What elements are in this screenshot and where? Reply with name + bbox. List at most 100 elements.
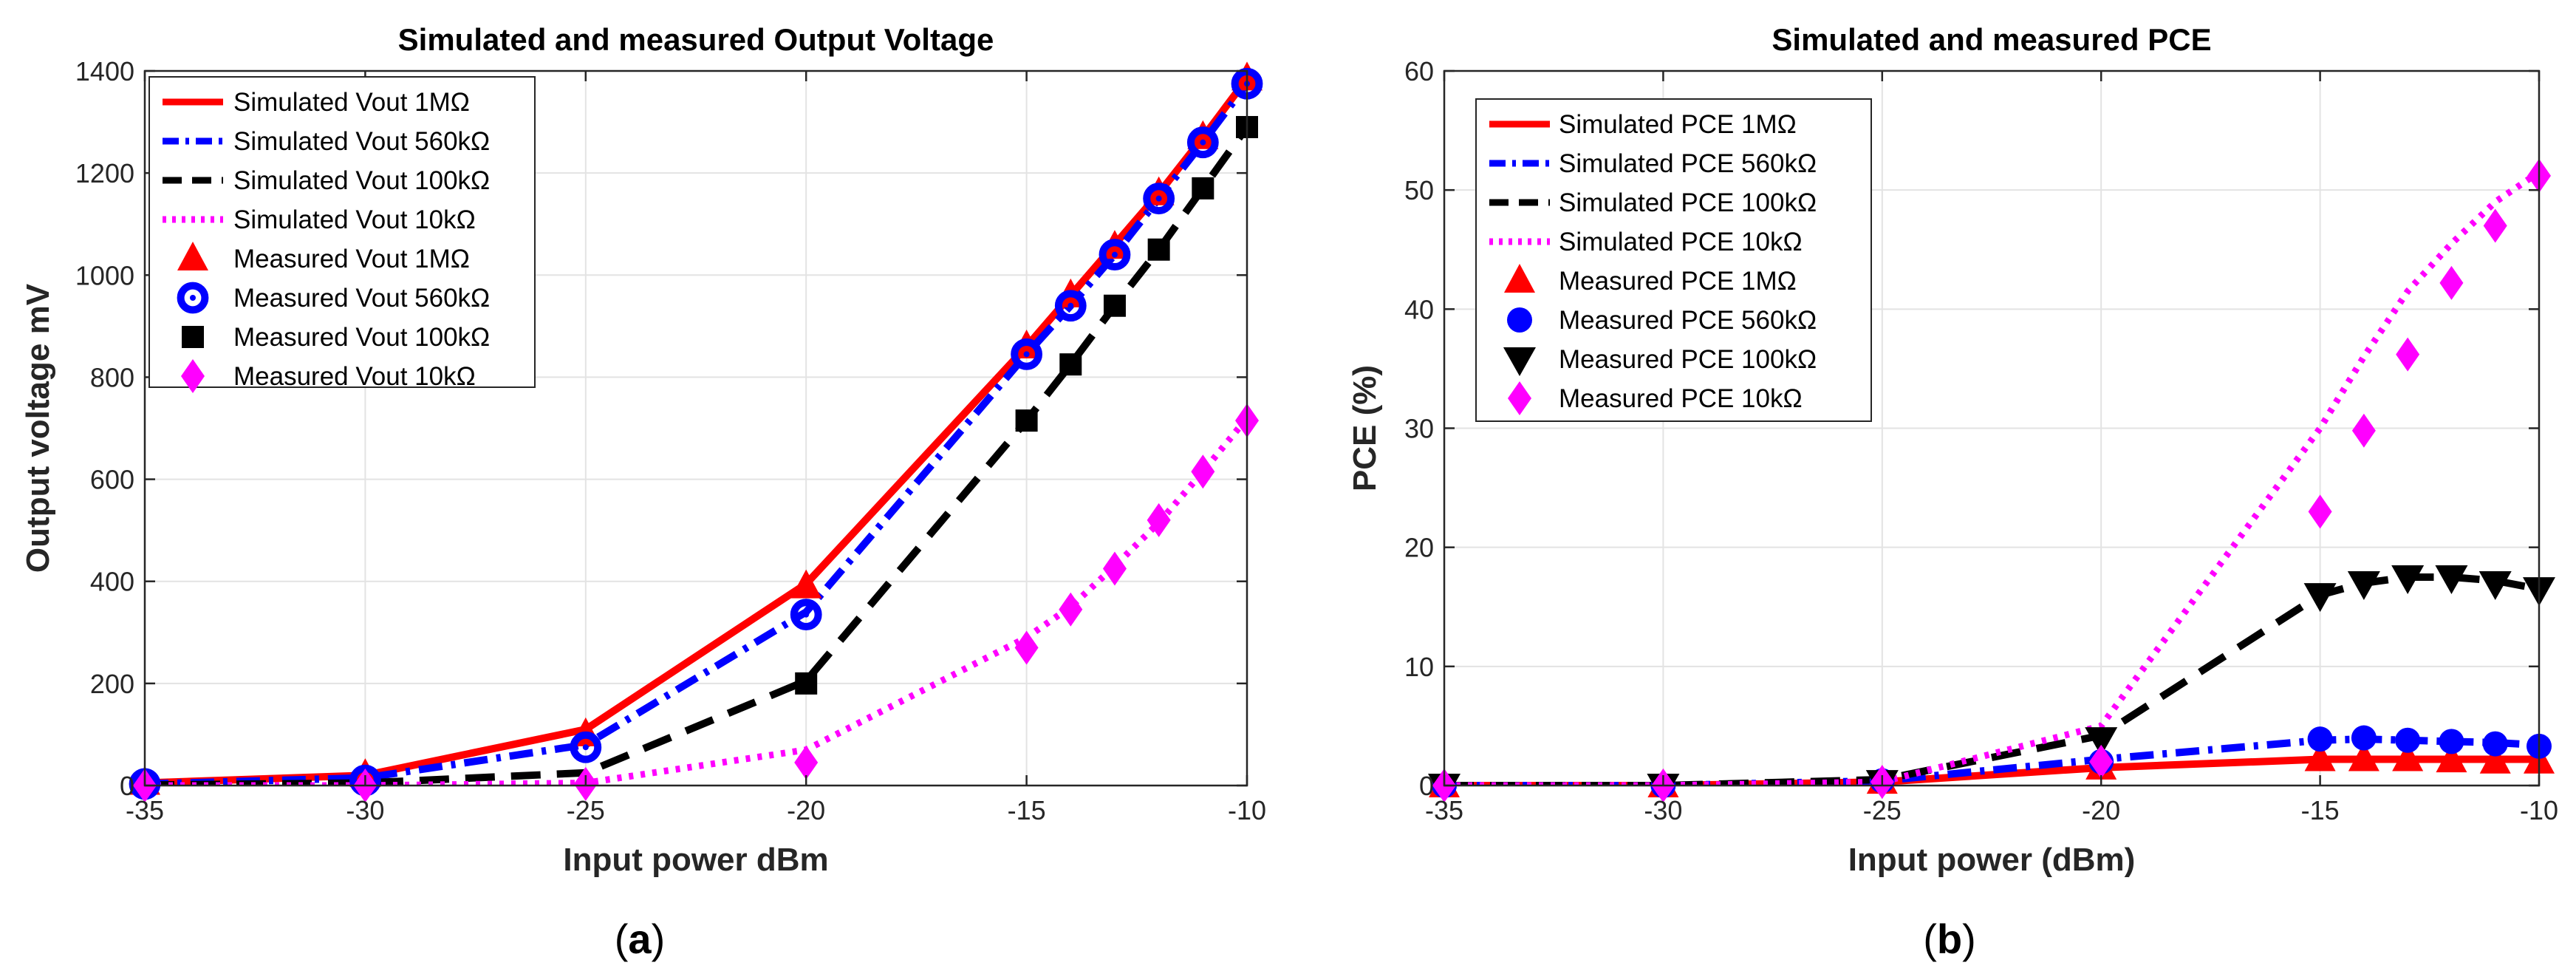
chart-b-legend-label-2: Simulated PCE 100kΩ — [1559, 188, 1817, 217]
chart-b-series-markers — [1428, 158, 2555, 803]
chart-b-legend-swatch-5 — [1507, 307, 1532, 333]
chart-b-legend-label-6: Measured PCE 100kΩ — [1559, 345, 1817, 374]
chart-b-ytick-label: 10 — [1404, 652, 1434, 682]
chart-a-legend-label-2: Simulated Vout 100kΩ — [233, 166, 490, 195]
chart-a-legend-label-3: Simulated Vout 10kΩ — [233, 205, 476, 234]
chart-a-point-5-6-ring — [1099, 239, 1131, 271]
chart-a-title: Simulated and measured Output Voltage — [398, 22, 994, 57]
chart-a-point-5-8-dot — [1200, 139, 1206, 146]
chart-a-legend-item-1: Simulated Vout 560kΩ — [163, 127, 490, 156]
chart-a-point-4-8 — [1187, 120, 1219, 149]
chart-a-point-5-5 — [1054, 290, 1087, 322]
chart-a-xtick-label: -20 — [787, 795, 825, 825]
chart-a-legend-swatch-5-ring — [177, 282, 209, 314]
chart-a-point-5-3-ring — [790, 599, 822, 631]
chart-b-point-4-8 — [2479, 744, 2511, 774]
chart-b-xtick-label: -35 — [1425, 795, 1463, 825]
chart-b-caption: (b) — [1923, 916, 1976, 962]
chart-a-point-5-3 — [790, 599, 822, 631]
chart-a-legend-label-6: Measured Vout 100kΩ — [233, 323, 490, 352]
chart-a-axes-box — [143, 69, 1248, 787]
chart-b-point-4-7 — [2436, 743, 2467, 773]
chart-b-legend: Simulated PCE 1MΩ Simulated PCE 560kΩ Simu… — [1475, 98, 1872, 422]
chart-b-point-5-5 — [2351, 725, 2377, 751]
chart-b-ylabel: PCE (%) — [1347, 365, 1383, 491]
chart-a-legend-item-6: Measured Vout 100kΩ — [182, 323, 490, 352]
chart-a-xtick-label: -30 — [346, 795, 384, 825]
chart-a-xtick-label: -15 — [1008, 795, 1046, 825]
chart-a-point-7-8 — [1191, 454, 1215, 489]
chart-b-legend-swatch-7 — [1508, 381, 1531, 415]
chart-b-ytick-label: 0 — [1419, 771, 1434, 801]
chart-b-point-5-6 — [2395, 727, 2421, 753]
chart-a: -35 -30 -25 -20 -15 -10 0 200 400 600 800 1000 1200 1… — [20, 22, 1266, 878]
chart-b-point-7-7 — [2439, 265, 2464, 300]
chart-b-legend-item-3: Simulated PCE 10kΩ — [1489, 228, 1803, 256]
chart-b-xlabel: Input power (dBm) — [1848, 842, 2136, 878]
chart-b-legend-item-0: Simulated PCE 1MΩ — [1489, 110, 1797, 139]
chart-b-legend-label-4: Measured PCE 1MΩ — [1559, 267, 1797, 296]
chart-b-xtick-label: -20 — [2082, 795, 2120, 825]
chart-b-legend-label-7: Measured PCE 10kΩ — [1559, 384, 1803, 413]
chart-b-xtick-label: -30 — [1644, 795, 1682, 825]
chart-b-xtick-label: -25 — [1863, 795, 1902, 825]
chart-a-point-4-7 — [1143, 176, 1175, 205]
chart-a-legend: Simulated Vout 1MΩ Simulated Vout 560kΩ Si… — [148, 76, 536, 393]
chart-b-point-6-4 — [2303, 583, 2337, 613]
chart-b-ticks: -35 -30 -25 -20 -15 -10 0 10 20 30 40 50 60 — [1404, 56, 2558, 825]
chart-b-legend-label-0: Simulated PCE 1MΩ — [1559, 110, 1797, 139]
chart-b-caption-letter: b — [1937, 916, 1962, 962]
chart-a-xtick-label: -35 — [126, 795, 164, 825]
chart-b-title: Simulated and measured PCE — [1772, 22, 2211, 57]
chart-a-point-5-8-ring — [1186, 126, 1219, 159]
chart-a-point-6-4 — [1147, 238, 1170, 261]
chart-a-legend-swatch-5-dot — [190, 295, 196, 301]
chart-b-point-7-8 — [2483, 208, 2507, 243]
chart-b-legend-item-2: Simulated PCE 100kΩ — [1489, 188, 1817, 217]
chart-a-ytick-label: 1200 — [75, 158, 134, 188]
chart-a-ytick-label: 800 — [90, 362, 134, 392]
chart-a-ytick-label: 1400 — [75, 56, 134, 86]
chart-a-point-5-4-ring — [1011, 338, 1042, 370]
chart-a-ylabel: Output voltage mV — [20, 283, 56, 573]
chart-b-xtick-label: -10 — [2520, 795, 2558, 825]
chart-b-point-4-6 — [2392, 742, 2424, 771]
chart-a-point-7-7 — [1147, 502, 1171, 537]
chart-a-point-7-6 — [1102, 551, 1127, 586]
chart-a-point-6-1 — [1015, 409, 1038, 432]
chart-b-ytick-label: 50 — [1404, 175, 1434, 205]
chart-a-legend-item-4: Measured Vout 1MΩ — [177, 242, 470, 273]
chart-a-legend-item-5: Measured Vout 560kΩ — [177, 282, 490, 314]
chart-b-legend-box — [1475, 98, 1872, 422]
chart-a-legend-item-3: Simulated Vout 10kΩ — [163, 205, 476, 234]
chart-a-xlabel: Input power dBm — [563, 842, 828, 878]
chart-b-point-7-3 — [2089, 744, 2114, 779]
chart-b-point-7-6 — [2396, 337, 2420, 372]
chart-b-line-3 — [1444, 169, 2539, 786]
chart-a-caption: (a) — [615, 916, 665, 962]
chart-b-legend-item-6: Measured PCE 100kΩ — [1503, 345, 1817, 376]
chart-a-caption-close: ) — [652, 916, 666, 962]
chart-b-legend-item-5: Measured PCE 560kΩ — [1507, 306, 1817, 335]
chart-b-point-5-8 — [2482, 731, 2508, 757]
chart-a-legend-swatch-4 — [177, 242, 208, 270]
chart-a-line-2 — [145, 125, 1247, 786]
chart-a-point-5-5-ring — [1054, 290, 1087, 322]
chart-b-legend-item-7: Measured PCE 10kΩ — [1508, 381, 1803, 415]
chart-a-legend-swatch-6 — [182, 326, 204, 348]
chart-b-legend-label-3: Simulated PCE 10kΩ — [1559, 228, 1803, 256]
chart-a-legend-swatch-5 — [177, 282, 209, 314]
chart-a-point-5-2 — [570, 731, 602, 763]
chart-b-legend-swatch-4 — [1504, 264, 1535, 293]
chart-b-legend-item-4: Measured PCE 1MΩ — [1504, 264, 1797, 296]
chart-a-point-5-4-dot — [1023, 351, 1030, 358]
chart-a-ytick-label: 200 — [90, 669, 134, 699]
chart-a-ytick-label: 600 — [90, 465, 134, 495]
chart-a-caption-open: ( — [615, 916, 629, 962]
chart-a-point-5-4 — [1011, 338, 1042, 370]
chart-a-point-5-3-dot — [803, 611, 810, 618]
chart-a-point-6-0 — [795, 672, 818, 695]
chart-a-xtick-label: -10 — [1228, 795, 1266, 825]
chart-b-legend-label-5: Measured PCE 560kΩ — [1559, 306, 1817, 335]
